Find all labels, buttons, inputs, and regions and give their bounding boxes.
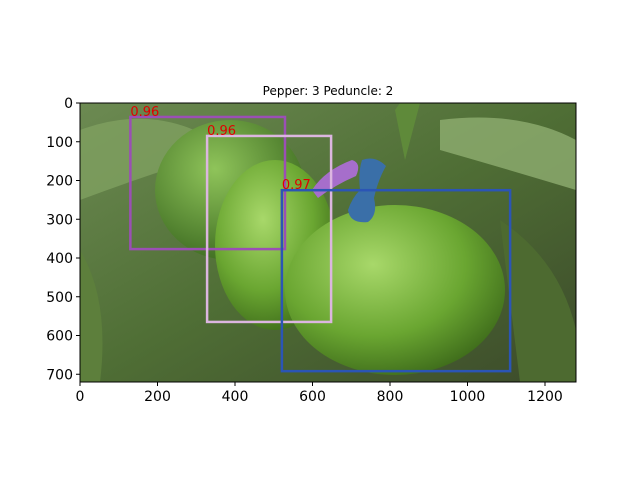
- x-tick-label: 400: [222, 389, 249, 405]
- bounding-box: [280, 188, 512, 373]
- peduncle-mask: [312, 160, 359, 198]
- x-tick-label: 0: [76, 389, 85, 405]
- score-label: 0.96: [207, 124, 236, 139]
- y-tick-label: 0: [64, 96, 73, 112]
- y-tick-label: 200: [46, 174, 73, 190]
- y-tick-label: 300: [46, 212, 73, 228]
- y-tick-label: 400: [46, 251, 73, 267]
- x-tick-label: 1000: [450, 389, 486, 405]
- bounding-box: [205, 134, 333, 324]
- x-tick-label: 800: [377, 389, 404, 405]
- x-tick-label: 200: [144, 389, 171, 405]
- y-tick-label: 700: [46, 367, 73, 383]
- y-tick-label: 600: [46, 329, 73, 345]
- score-label: 0.97: [282, 178, 311, 193]
- x-tick-label: 1200: [527, 389, 563, 405]
- y-tick-label: 100: [46, 135, 73, 151]
- x-tick-label: 600: [299, 389, 326, 405]
- photo: [80, 103, 576, 382]
- y-tick-label: 500: [46, 290, 73, 306]
- score-label: 0.96: [130, 105, 159, 120]
- chart-title: Pepper: 3 Peduncle: 2: [263, 84, 394, 98]
- axes-frame: [79, 102, 577, 383]
